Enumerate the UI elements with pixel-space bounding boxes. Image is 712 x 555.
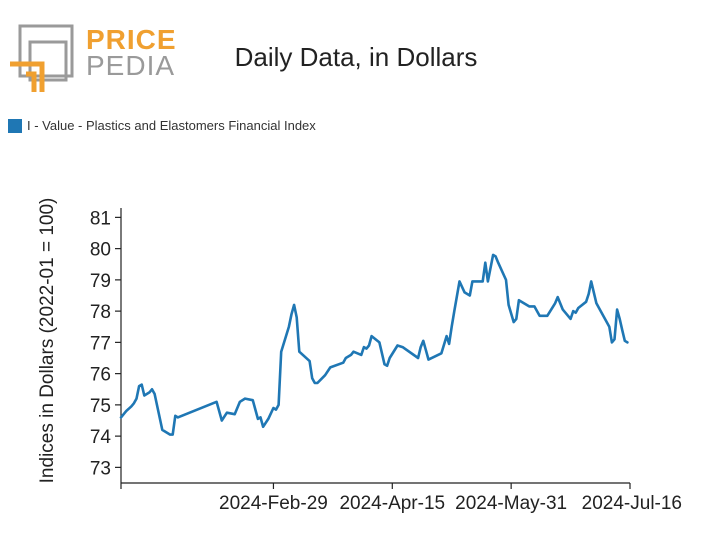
x-tick-label: 2024-Apr-15	[339, 493, 445, 514]
legend-label: I - Value - Plastics and Elastomers Fina…	[27, 118, 316, 133]
y-axis-title: Indices in Dollars (2022-01 = 100)	[37, 198, 58, 484]
y-tick-label: 75	[90, 396, 111, 417]
y-tick-label: 73	[90, 458, 111, 479]
logo-mark-icon	[10, 24, 74, 92]
y-tick-label: 76	[90, 365, 111, 386]
y-tick-label: 74	[90, 427, 112, 448]
x-axis: 2024-Feb-29 2024-Apr-15 2024-May-31 2024-Ju…	[120, 482, 682, 514]
y-tick-label: 78	[90, 302, 111, 323]
legend-swatch	[8, 118, 22, 133]
chart-title: Daily Data, in Dollars	[234, 42, 478, 72]
x-tick-label: 2024-Jul-16	[582, 493, 682, 514]
y-axis: 73 74 75 76 77 78 79 80 81	[90, 208, 122, 483]
y-tick-label: 79	[90, 271, 111, 292]
logo-brand-bottom: PEDIA	[86, 50, 176, 81]
y-tick-label: 81	[90, 208, 111, 229]
x-tick-label: 2024-May-31	[455, 493, 567, 514]
series-line-0	[119, 253, 629, 436]
y-tick-label: 77	[90, 333, 111, 354]
x-tick-label: 2024-Feb-29	[219, 493, 328, 514]
y-tick-label: 80	[90, 240, 111, 261]
legend[interactable]: I - Value - Plastics and Elastomers Fina…	[8, 118, 316, 133]
logo-brand-top: PRICE	[86, 24, 177, 55]
series-layer	[119, 253, 629, 436]
pricepedia-logo: PRICE PEDIA	[8, 24, 176, 96]
